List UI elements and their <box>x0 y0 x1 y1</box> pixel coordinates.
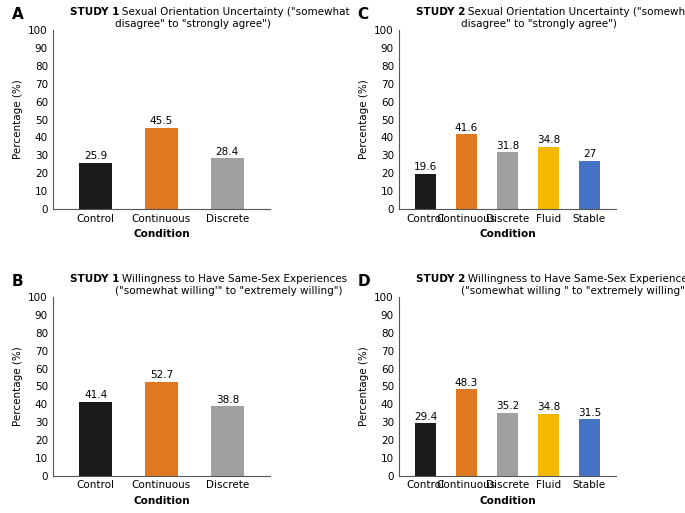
Bar <box>579 420 599 476</box>
Text: 34.8: 34.8 <box>537 402 560 412</box>
Text: C: C <box>358 7 369 22</box>
Text: 48.3: 48.3 <box>455 378 478 388</box>
Text: A: A <box>12 7 23 22</box>
Bar <box>415 423 436 476</box>
Y-axis label: Percentage (%): Percentage (%) <box>13 80 23 160</box>
Text: STUDY 2: STUDY 2 <box>416 7 466 17</box>
Text: 45.5: 45.5 <box>150 116 173 126</box>
Bar <box>211 406 244 476</box>
Text: B: B <box>12 274 23 289</box>
Text: 31.5: 31.5 <box>577 408 601 418</box>
Text: 28.4: 28.4 <box>216 147 239 156</box>
Text: 27: 27 <box>583 149 596 159</box>
Text: 38.8: 38.8 <box>216 395 239 405</box>
X-axis label: Condition: Condition <box>479 496 536 506</box>
Bar <box>456 134 477 209</box>
Text: 19.6: 19.6 <box>414 162 437 172</box>
X-axis label: Condition: Condition <box>133 496 190 506</box>
Bar <box>579 161 599 209</box>
Text: : Willingness to Have Same-Sex Experiences
("somewhat willing " to "extremely wi: : Willingness to Have Same-Sex Experienc… <box>460 274 685 295</box>
Bar <box>456 389 477 476</box>
Text: STUDY 1: STUDY 1 <box>70 7 120 17</box>
Bar <box>79 402 112 476</box>
Bar <box>145 128 178 209</box>
Text: STUDY 2: STUDY 2 <box>416 274 466 284</box>
Text: 31.8: 31.8 <box>496 141 519 150</box>
Bar <box>211 158 244 209</box>
Bar <box>497 413 518 476</box>
Text: : Sexual Orientation Uncertainty ("somewhat
disagree" to "strongly agree"): : Sexual Orientation Uncertainty ("somew… <box>460 7 685 29</box>
Y-axis label: Percentage (%): Percentage (%) <box>359 80 369 160</box>
Y-axis label: Percentage (%): Percentage (%) <box>359 347 369 426</box>
Text: 52.7: 52.7 <box>150 370 173 380</box>
X-axis label: Condition: Condition <box>133 229 190 239</box>
Text: 34.8: 34.8 <box>537 135 560 145</box>
Bar <box>145 382 178 476</box>
Bar <box>538 413 559 476</box>
Text: 41.4: 41.4 <box>84 390 108 400</box>
Bar <box>497 152 518 209</box>
Bar <box>538 147 559 209</box>
Text: : Sexual Orientation Uncertainty ("somewhat
disagree" to "strongly agree"): : Sexual Orientation Uncertainty ("somew… <box>114 7 349 29</box>
Bar <box>415 174 436 209</box>
Y-axis label: Percentage (%): Percentage (%) <box>13 347 23 426</box>
Text: D: D <box>358 274 370 289</box>
X-axis label: Condition: Condition <box>479 229 536 239</box>
Text: 29.4: 29.4 <box>414 412 437 422</box>
Text: : Willingness to Have Same-Sex Experiences
("somewhat willing'" to "extremely wi: : Willingness to Have Same-Sex Experienc… <box>114 274 347 295</box>
Text: 25.9: 25.9 <box>84 151 108 161</box>
Text: 41.6: 41.6 <box>455 123 478 133</box>
Bar <box>79 163 112 209</box>
Text: 35.2: 35.2 <box>496 401 519 411</box>
Text: STUDY 1: STUDY 1 <box>70 274 120 284</box>
